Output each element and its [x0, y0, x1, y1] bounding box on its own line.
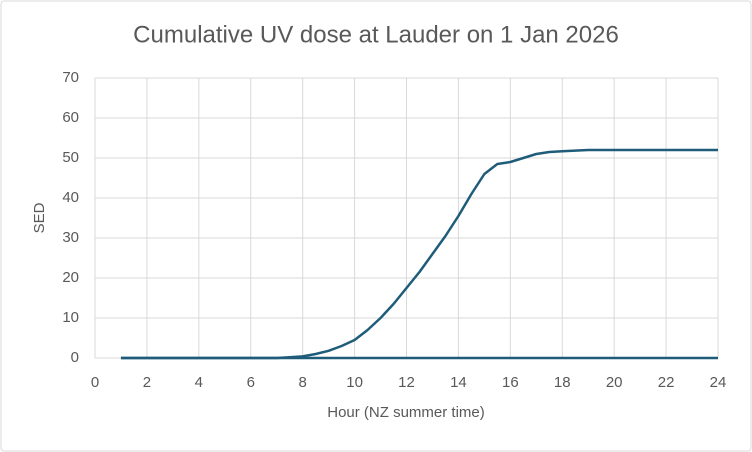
x-axis-label: Hour (NZ summer time) — [327, 404, 485, 421]
y-tick-label: 50 — [62, 149, 79, 166]
y-tick-label: 0 — [71, 349, 79, 366]
chart-title: Cumulative UV dose at Lauder on 1 Jan 20… — [133, 21, 619, 48]
y-tick-label: 40 — [62, 189, 79, 206]
x-tick-label: 12 — [398, 374, 415, 391]
y-tick-label: 70 — [62, 69, 79, 86]
x-tick-label: 24 — [710, 374, 727, 391]
x-tick-label: 8 — [298, 374, 306, 391]
x-tick-label: 10 — [346, 374, 363, 391]
y-tick-label: 10 — [62, 309, 79, 326]
x-tick-label: 20 — [606, 374, 623, 391]
x-tick-label: 16 — [502, 374, 519, 391]
y-tick-label: 20 — [62, 269, 79, 286]
x-tick-label: 2 — [143, 374, 151, 391]
x-tick-label: 0 — [91, 374, 99, 391]
x-tick-label: 6 — [247, 374, 255, 391]
x-tick-label: 14 — [450, 374, 467, 391]
y-tick-label: 60 — [62, 109, 79, 126]
y-axis-label: SED — [31, 202, 48, 233]
y-tick-label: 30 — [62, 229, 79, 246]
x-tick-label: 22 — [658, 374, 675, 391]
x-tick-label: 4 — [195, 374, 203, 391]
x-tick-label: 18 — [554, 374, 571, 391]
